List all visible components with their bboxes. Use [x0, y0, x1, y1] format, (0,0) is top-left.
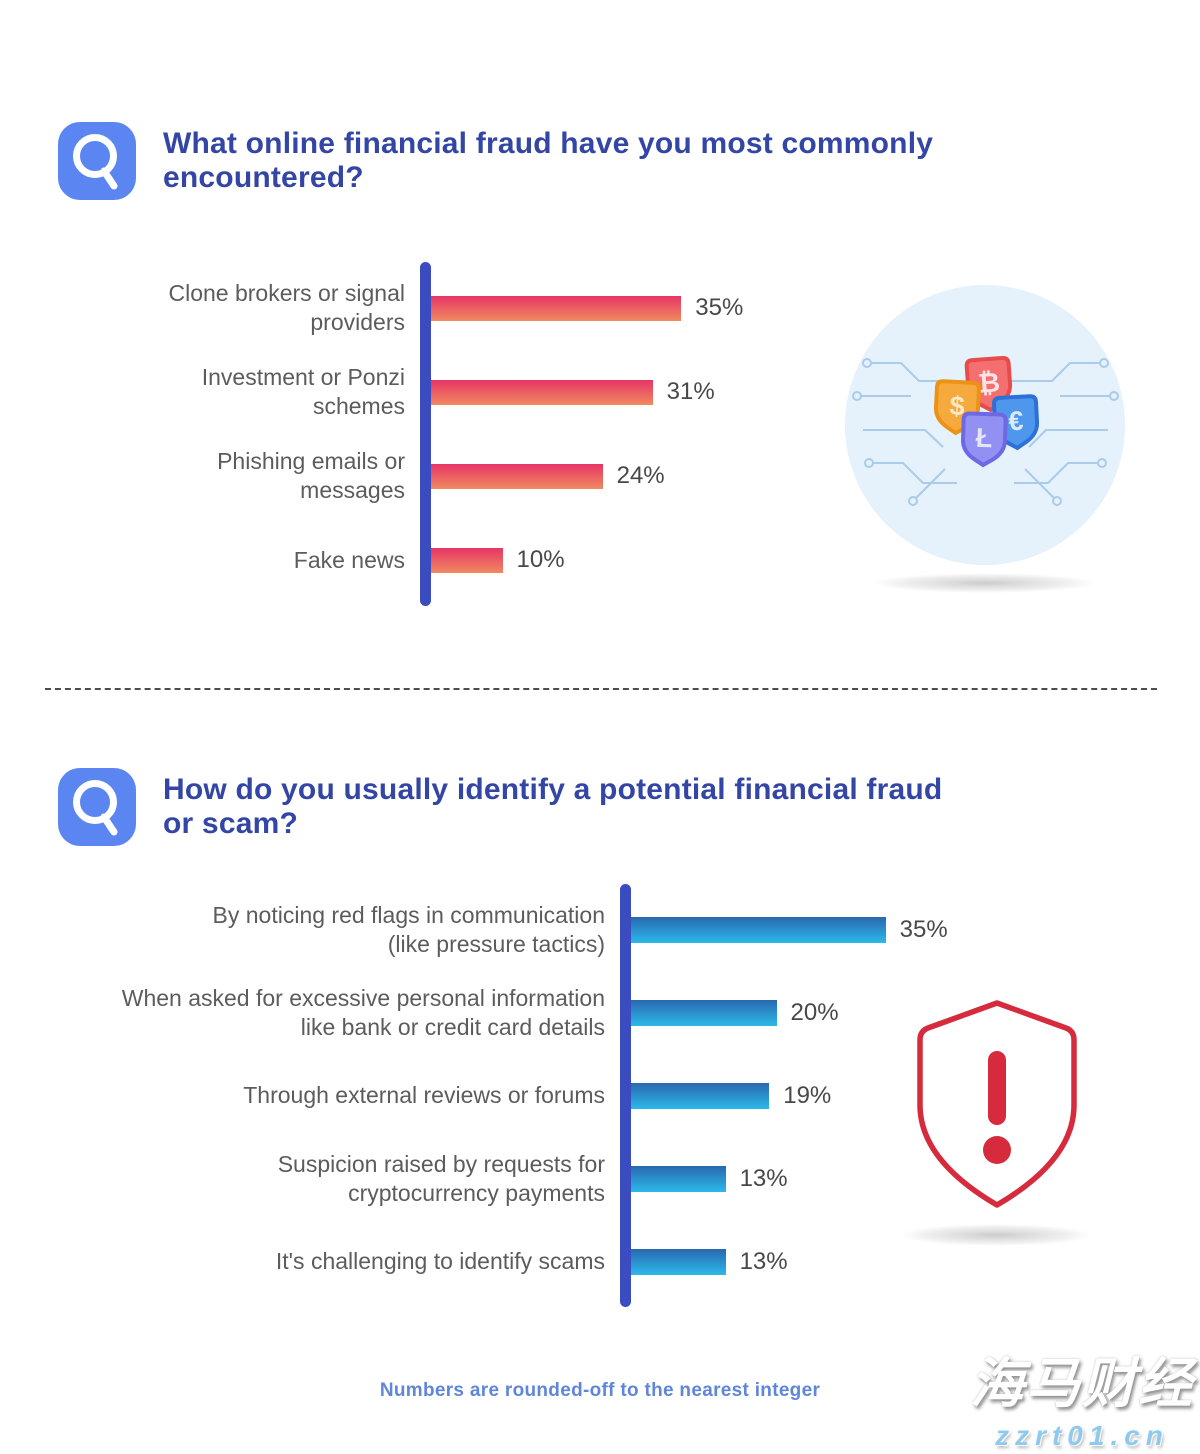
watermark: 海马财经 zzrt01.cn [970, 1339, 1194, 1452]
bar-group: 20% [631, 999, 839, 1027]
bar [431, 547, 503, 573]
bar-group: 13% [631, 1248, 788, 1276]
bar-group: 31% [431, 378, 715, 406]
bar [631, 916, 886, 943]
bar-category-label: Through external reviews or forums [243, 1082, 605, 1108]
chart-row: Clone brokers or signal providers 35% [140, 266, 780, 350]
footer-note: Numbers are rounded-off to the nearest i… [379, 1380, 821, 1401]
bar-value-label: 13% [739, 1164, 788, 1192]
svg-text:Ł: Ł [975, 423, 993, 454]
bar [631, 999, 777, 1026]
exclamation-icon [983, 1051, 1011, 1164]
bar-value-label: 24% [616, 462, 665, 489]
bar-category-label: By noticing red flags in communication (… [212, 901, 605, 957]
bar-value-label: 19% [783, 1081, 832, 1109]
bar-value-label: 35% [695, 294, 744, 321]
illustration-shadow [873, 573, 1097, 593]
bar [431, 463, 603, 489]
question-2-header: How do you usually identify a potential … [58, 768, 942, 846]
question-1-title: What online financial fraud have you mos… [163, 127, 934, 194]
bar-value-label: 31% [666, 378, 715, 405]
bar [431, 295, 682, 321]
bar-category-label: Suspicion raised by requests for cryptoc… [277, 1150, 605, 1206]
chart-row: Investment or Ponzi schemes 31% [140, 350, 780, 434]
bar-group: 19% [631, 1082, 831, 1110]
bar-value-label: 13% [739, 1247, 788, 1275]
chart-row: It's challenging to identify scams 13% [60, 1220, 960, 1303]
watermark-url-text: zzrt01.cn [995, 1420, 1169, 1451]
warning-shield-illustration [898, 993, 1096, 1255]
magnifier-icon [73, 134, 118, 190]
chart-row: Through external reviews or forums 19% [60, 1054, 960, 1137]
chart-axis [620, 884, 631, 1307]
bar-category-label: When asked for excessive personal inform… [121, 984, 605, 1040]
bar-value-label: 10% [516, 546, 565, 573]
chart-row: Fake news 10% [140, 518, 780, 602]
chart-axis [420, 262, 431, 606]
question-icon [58, 768, 136, 846]
chart-row: Suspicion raised by requests for cryptoc… [60, 1137, 960, 1220]
dashed-divider [45, 688, 1157, 690]
bar [631, 1165, 726, 1192]
svg-text:€: € [1008, 406, 1025, 437]
magnifier-icon [73, 780, 118, 836]
bar-category-label: Investment or Ponzi schemes [201, 364, 405, 419]
bar-group: 35% [631, 916, 948, 944]
bar-value-label: 20% [790, 998, 839, 1026]
svg-text:₿: ₿ [977, 367, 1001, 398]
bar-value-label: 35% [899, 915, 948, 943]
bar [631, 1082, 770, 1109]
chart-row: By noticing red flags in communication (… [60, 888, 960, 971]
bar-group: 13% [631, 1165, 788, 1193]
svg-text:$: $ [949, 391, 966, 422]
chart-row: Phishing emails or messages 24% [140, 434, 780, 518]
fraud-identification-bar-chart: By noticing red flags in communication (… [60, 884, 960, 1307]
litecoin-shield-icon: Ł [960, 411, 1008, 468]
bar-category-label: It's challenging to identify scams [275, 1248, 605, 1274]
bar-category-label: Fake news [293, 546, 405, 573]
bar-category-label: Phishing emails or messages [217, 448, 405, 503]
bar-group: 35% [431, 294, 743, 322]
watermark-brand-text: 海马财经 [970, 1354, 1194, 1414]
bar [631, 1248, 726, 1275]
currency-shields-illustration: ₿ $ € Ł [843, 283, 1128, 595]
illustration-shadow [900, 1224, 1092, 1246]
question-2-title: How do you usually identify a potential … [163, 773, 943, 840]
question-icon [58, 122, 136, 200]
fraud-types-bar-chart: Clone brokers or signal providers 35% Inve… [140, 262, 780, 606]
chart-row: When asked for excessive personal inform… [60, 971, 960, 1054]
bar-group: 24% [431, 462, 665, 490]
circuit-lines [852, 358, 1119, 506]
bar-category-label: Clone brokers or signal providers [168, 280, 405, 335]
question-1-header: What online financial fraud have you mos… [58, 122, 933, 200]
bar-group: 10% [431, 546, 565, 574]
bar [431, 379, 653, 405]
